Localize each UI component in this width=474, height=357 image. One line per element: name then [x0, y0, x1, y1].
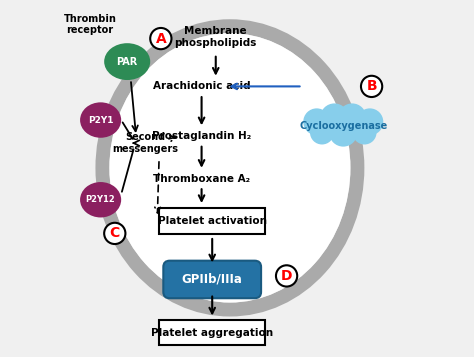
Circle shape — [320, 104, 348, 132]
FancyBboxPatch shape — [159, 208, 265, 234]
Text: Platelet activation: Platelet activation — [158, 216, 267, 226]
FancyBboxPatch shape — [159, 320, 265, 345]
Ellipse shape — [80, 102, 121, 138]
Ellipse shape — [104, 43, 150, 80]
Text: Membrane
phospholipids: Membrane phospholipids — [174, 26, 257, 47]
Circle shape — [303, 109, 330, 135]
Text: P2Y12: P2Y12 — [86, 195, 116, 204]
Ellipse shape — [102, 26, 357, 310]
Circle shape — [353, 120, 376, 145]
Text: P2Y1: P2Y1 — [88, 116, 113, 125]
Circle shape — [310, 120, 334, 145]
Text: Thrombin
receptor: Thrombin receptor — [64, 14, 117, 35]
Ellipse shape — [80, 182, 121, 217]
FancyBboxPatch shape — [164, 261, 261, 298]
Circle shape — [104, 223, 126, 244]
Ellipse shape — [109, 33, 350, 302]
Circle shape — [329, 118, 357, 147]
Text: A: A — [155, 31, 166, 46]
Text: Arachidonic acid: Arachidonic acid — [153, 81, 250, 91]
Text: Thromboxane A₂: Thromboxane A₂ — [153, 174, 250, 183]
Text: Prostaglandin H₂: Prostaglandin H₂ — [152, 131, 251, 141]
Text: D: D — [281, 269, 292, 283]
Circle shape — [150, 28, 172, 49]
Circle shape — [361, 76, 382, 97]
Text: Second
messengers: Second messengers — [112, 132, 178, 154]
Text: B: B — [366, 79, 377, 94]
Circle shape — [338, 104, 366, 132]
Text: Platelet aggregation: Platelet aggregation — [151, 328, 273, 338]
Text: C: C — [109, 226, 120, 240]
Circle shape — [356, 109, 383, 135]
Circle shape — [276, 265, 297, 287]
Text: Cyclooxygenase: Cyclooxygenase — [299, 121, 387, 131]
Text: GPIIb/IIIa: GPIIb/IIIa — [182, 273, 243, 286]
Text: PAR: PAR — [117, 57, 138, 67]
